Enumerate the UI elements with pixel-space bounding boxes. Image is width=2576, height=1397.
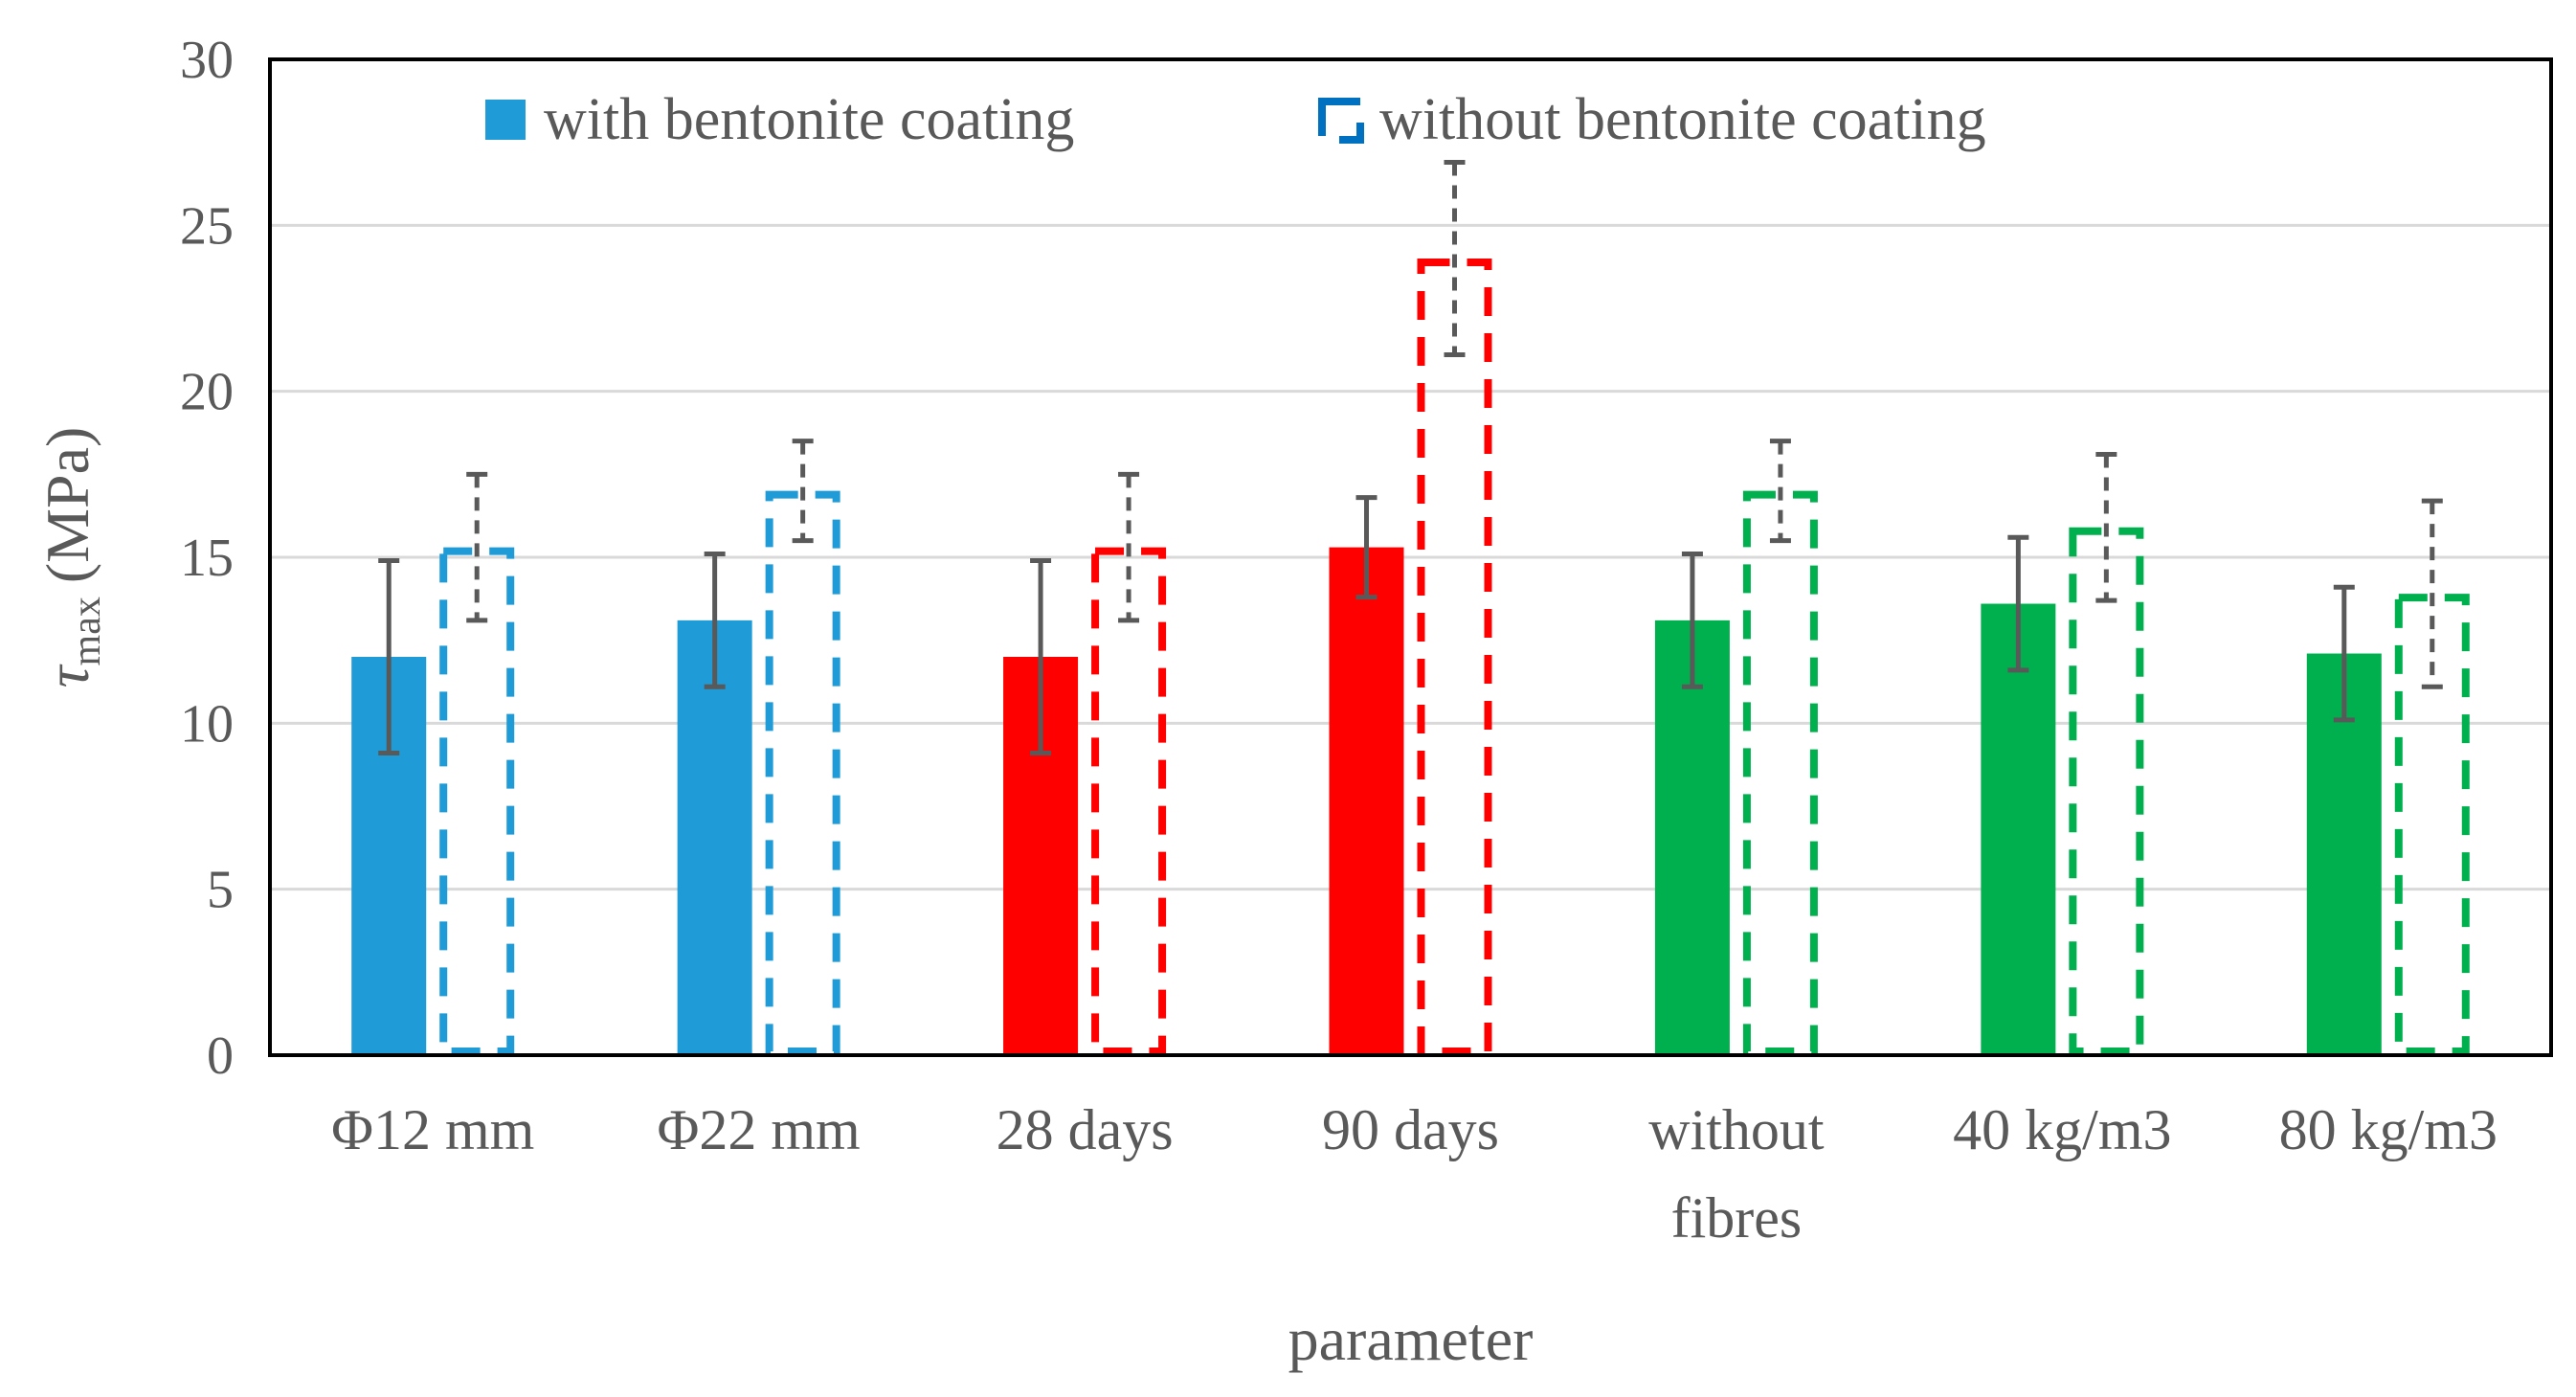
error-bars <box>378 159 2443 756</box>
x-category-label: 40 kg/m3 <box>1953 1098 2171 1161</box>
bar-without-coating <box>2394 594 2470 1056</box>
legend-label-without-coating: without bentonite coating <box>1379 87 1986 152</box>
x-category-label-line: 40 kg/m3 <box>1953 1098 2171 1161</box>
bar-without-coating <box>439 547 515 1055</box>
y-tick-label: 20 <box>180 363 234 422</box>
legend-label-with-coating: with bentonite coating <box>544 87 1074 152</box>
y-tick-label: 10 <box>180 694 234 754</box>
legend-swatch-with-coating <box>485 100 526 140</box>
y-tick-label: 0 <box>207 1026 234 1086</box>
y-axis-title: τmax (MPa) <box>34 427 109 688</box>
legend: with bentonite coating without bentonite… <box>485 87 1986 152</box>
bar-without-coating <box>765 490 840 1055</box>
x-category-label-line: Φ12 mm <box>331 1098 534 1161</box>
y-axis-title-symbol: τ <box>34 664 101 687</box>
x-category-label: 80 kg/m3 <box>2279 1098 2498 1161</box>
bar-without-coating <box>1417 259 1492 1055</box>
bar-without-coating <box>1742 490 1818 1055</box>
x-category-label-line: without <box>1648 1098 1825 1161</box>
bar-without-coating <box>2069 527 2144 1055</box>
gridlines <box>270 223 2551 891</box>
x-category-label-line: Φ22 mm <box>658 1098 861 1161</box>
legend-swatch-without-coating <box>1318 98 1364 144</box>
x-category-label-line: fibres <box>1671 1186 1803 1250</box>
bar-with-coating <box>1329 547 1404 1055</box>
y-axis-title-subscript: max <box>65 597 109 665</box>
y-tick-label: 5 <box>207 861 234 920</box>
y-tick-label: 30 <box>180 31 234 90</box>
x-category-label: 90 days <box>1322 1098 1499 1161</box>
x-axis-ticks: Φ12 mm Φ22 mm 28 days 90 days without fibres 4… <box>331 1098 2498 1250</box>
bar-without-coating <box>1091 547 1167 1055</box>
x-category-label: without fibres <box>1648 1098 1825 1250</box>
x-category-label-line: 28 days <box>997 1098 1174 1161</box>
plot-area-frame <box>268 57 2553 1057</box>
bar-with-coating <box>1654 620 1730 1055</box>
y-axis-title-unit: (MPa) <box>34 427 101 584</box>
x-category-label-line: 80 kg/m3 <box>2279 1098 2498 1161</box>
x-category-label-line: 90 days <box>1322 1098 1499 1161</box>
bar-with-coating <box>677 620 752 1055</box>
y-tick-label: 15 <box>180 529 234 588</box>
x-category-label: Φ12 mm <box>331 1098 534 1161</box>
x-category-label: Φ22 mm <box>658 1098 861 1161</box>
x-axis-title: parameter <box>1288 1305 1534 1373</box>
bar-with-coating <box>1981 603 2056 1055</box>
bars <box>351 259 2470 1056</box>
y-tick-label: 25 <box>180 196 234 256</box>
y-axis-ticks: 0 5 10 15 20 25 30 <box>180 31 234 1086</box>
x-category-label: 28 days <box>997 1098 1174 1161</box>
